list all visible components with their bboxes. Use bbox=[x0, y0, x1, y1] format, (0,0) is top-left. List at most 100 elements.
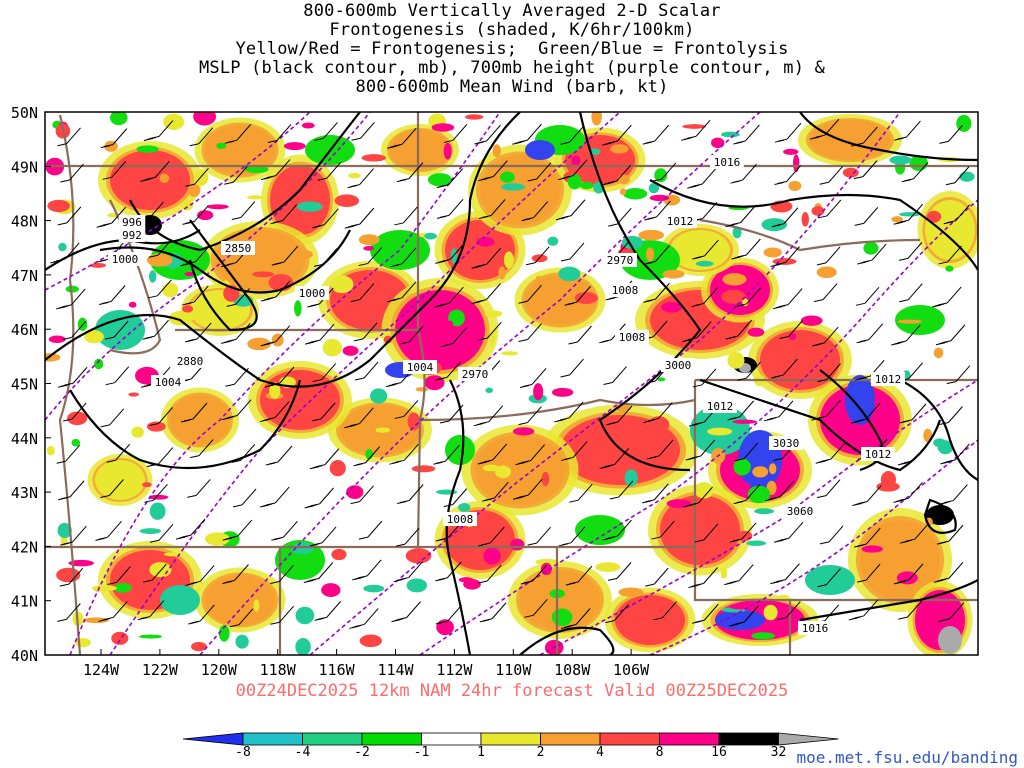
shading-blob bbox=[480, 155, 560, 225]
wind-barb bbox=[608, 207, 632, 227]
wind-barb bbox=[317, 161, 342, 181]
shading-speckle bbox=[752, 466, 769, 478]
shading-speckle bbox=[788, 333, 797, 341]
shading-speckle bbox=[567, 173, 582, 190]
wind-barb bbox=[222, 519, 253, 541]
shading-speckle bbox=[207, 204, 229, 210]
wind-barb bbox=[222, 399, 252, 421]
wind-barb bbox=[149, 523, 174, 543]
wind-barb bbox=[185, 565, 215, 586]
wind-barb bbox=[854, 527, 881, 548]
shading-speckle bbox=[492, 144, 501, 158]
mslp-contour bbox=[578, 112, 702, 472]
shading-speckle bbox=[645, 247, 655, 262]
wind-barb bbox=[519, 368, 547, 388]
lon-label: 120W bbox=[201, 661, 238, 679]
wind-barb bbox=[143, 120, 174, 142]
wind-barb bbox=[140, 160, 170, 182]
wind-barb bbox=[189, 439, 214, 459]
wind-barb bbox=[389, 247, 417, 268]
wind-barb bbox=[50, 242, 80, 264]
wind-barb bbox=[770, 563, 800, 585]
wind-barb bbox=[304, 487, 334, 509]
wind-barb bbox=[688, 567, 718, 588]
shading-blob bbox=[390, 130, 450, 170]
colorbar-label: -4 bbox=[294, 745, 311, 760]
mslp-label-bg bbox=[615, 330, 649, 344]
state-border bbox=[58, 114, 82, 655]
shading-speckle bbox=[711, 137, 725, 149]
wind-barb bbox=[816, 479, 841, 499]
shading-speckle bbox=[406, 578, 428, 593]
mslp-contour bbox=[99, 229, 351, 294]
forecast-valid-label: 00Z24DEC2025 12km NAM 24hr forecast Vali… bbox=[235, 681, 789, 701]
wind-barb bbox=[819, 165, 844, 185]
shading-speckle bbox=[801, 211, 809, 227]
shading-speckle bbox=[46, 445, 55, 456]
colorbar-right-arrow bbox=[778, 732, 839, 746]
mslp-contour bbox=[188, 219, 258, 332]
colorbar-segment bbox=[302, 732, 363, 746]
shading-speckle bbox=[182, 305, 194, 313]
wind-barb bbox=[309, 526, 337, 547]
shading-speckle bbox=[216, 142, 227, 149]
shading-speckle bbox=[193, 112, 217, 126]
mslp-label-bg bbox=[663, 214, 697, 228]
shading-speckle bbox=[146, 421, 166, 432]
shading-speckle bbox=[476, 237, 495, 247]
wind-barb bbox=[601, 164, 632, 186]
shading-speckle bbox=[579, 181, 594, 190]
wind-barb bbox=[734, 442, 759, 462]
wind-barb bbox=[182, 205, 209, 225]
wind-barb bbox=[433, 444, 460, 465]
title-line-5: 800-600mb Mean Wind (barb, kt) bbox=[355, 77, 669, 97]
shading-blob bbox=[760, 330, 840, 390]
wind-barb bbox=[857, 243, 887, 265]
wind-barb bbox=[471, 247, 501, 269]
credit-link[interactable]: moe.met.fsu.edu/banding bbox=[796, 748, 1018, 767]
height-label-bg bbox=[661, 358, 695, 372]
mslp-label-bg bbox=[861, 447, 895, 461]
wind-barb bbox=[644, 200, 671, 221]
wind-barb bbox=[478, 160, 508, 182]
wind-barb bbox=[260, 325, 291, 347]
wind-barb bbox=[897, 444, 928, 466]
shading-speckle bbox=[945, 265, 954, 272]
wind-barb bbox=[935, 324, 966, 346]
wind-barb bbox=[225, 367, 249, 387]
wind-barb bbox=[443, 124, 468, 143]
wind-barb bbox=[185, 167, 209, 187]
shading-speckle bbox=[296, 201, 323, 212]
shading-speckle bbox=[113, 582, 132, 593]
wind-barb bbox=[725, 319, 753, 340]
state-border bbox=[699, 218, 921, 252]
shading-speckle bbox=[694, 482, 714, 499]
shading-speckle bbox=[661, 301, 682, 313]
shading-blob bbox=[370, 230, 430, 270]
shading-speckle bbox=[535, 558, 559, 565]
wind-barb bbox=[602, 519, 632, 541]
wind-barb bbox=[353, 446, 380, 467]
shading-speckle bbox=[294, 300, 302, 317]
shading-speckle bbox=[184, 271, 195, 277]
shading-speckle bbox=[891, 216, 903, 223]
shading-speckle bbox=[571, 155, 581, 167]
wind-barb bbox=[394, 400, 419, 419]
mslp-label-bg bbox=[118, 228, 146, 242]
mslp-contour bbox=[899, 379, 978, 481]
shading-speckle bbox=[139, 528, 162, 534]
wind-barb bbox=[60, 525, 87, 546]
shading-speckle bbox=[937, 440, 954, 455]
lat-label: 48N bbox=[11, 213, 38, 231]
height-label-bg bbox=[173, 354, 207, 368]
wind-barbs bbox=[50, 118, 971, 629]
wind-barb bbox=[816, 246, 841, 266]
wind-barb bbox=[314, 601, 342, 621]
shading-blob bbox=[95, 460, 145, 500]
wind-barb bbox=[853, 160, 878, 180]
wind-barb bbox=[773, 521, 804, 543]
shading-speckle bbox=[662, 269, 685, 279]
wind-barb bbox=[358, 520, 383, 540]
shading-speckle bbox=[483, 547, 501, 565]
